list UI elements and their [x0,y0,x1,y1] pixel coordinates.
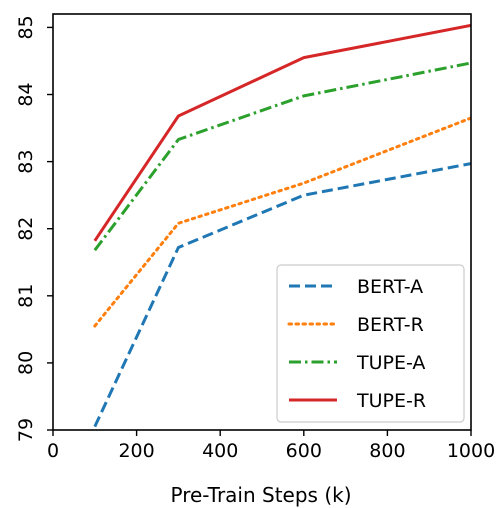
legend-entry-tupe-a: TUPE-A [289,352,425,374]
legend: BERT-A BERT-R TUPE-A TUPE-R [276,264,465,423]
x-axis-label: Pre-Train Steps (k) [170,483,351,507]
y-tick-label: 82 [15,217,37,241]
legend-entry-tupe-r: TUPE-R [289,390,426,412]
x-tick-label: 0 [47,440,59,462]
y-tick-label: 84 [15,82,37,106]
y-tick-label: 83 [15,150,37,174]
y-tick-label: 85 [15,15,37,39]
x-tick-label: 400 [202,440,238,462]
y-tick-label: 80 [15,351,37,375]
x-tick-label: 1000 [447,440,495,462]
legend-label: TUPE-R [356,390,426,412]
plot-frame [52,13,472,431]
legend-label: BERT-R [357,314,424,336]
legend-entry-bert-a: BERT-A [289,276,423,298]
legend-box [276,264,465,423]
legend-label: TUPE-A [356,352,425,374]
legend-entry-bert-r: BERT-R [287,314,424,336]
series-line-tupe-a [93,61,471,252]
ticks-layer: 0 200 400 600 800 1000 79 80 81 82 83 84 85 [15,15,495,462]
x-tick-label: 200 [118,440,154,462]
series-line-tupe-r [93,23,471,242]
x-tick-label: 800 [369,440,405,462]
axes-layer [52,13,472,431]
series-line-bert-r [93,116,471,328]
series-layer [93,23,471,428]
y-tick-label: 79 [15,418,37,442]
x-tick-label: 600 [286,440,322,462]
series-line-bert-a [93,162,471,428]
legend-label: BERT-A [357,276,423,298]
y-tick-label: 81 [15,284,37,308]
